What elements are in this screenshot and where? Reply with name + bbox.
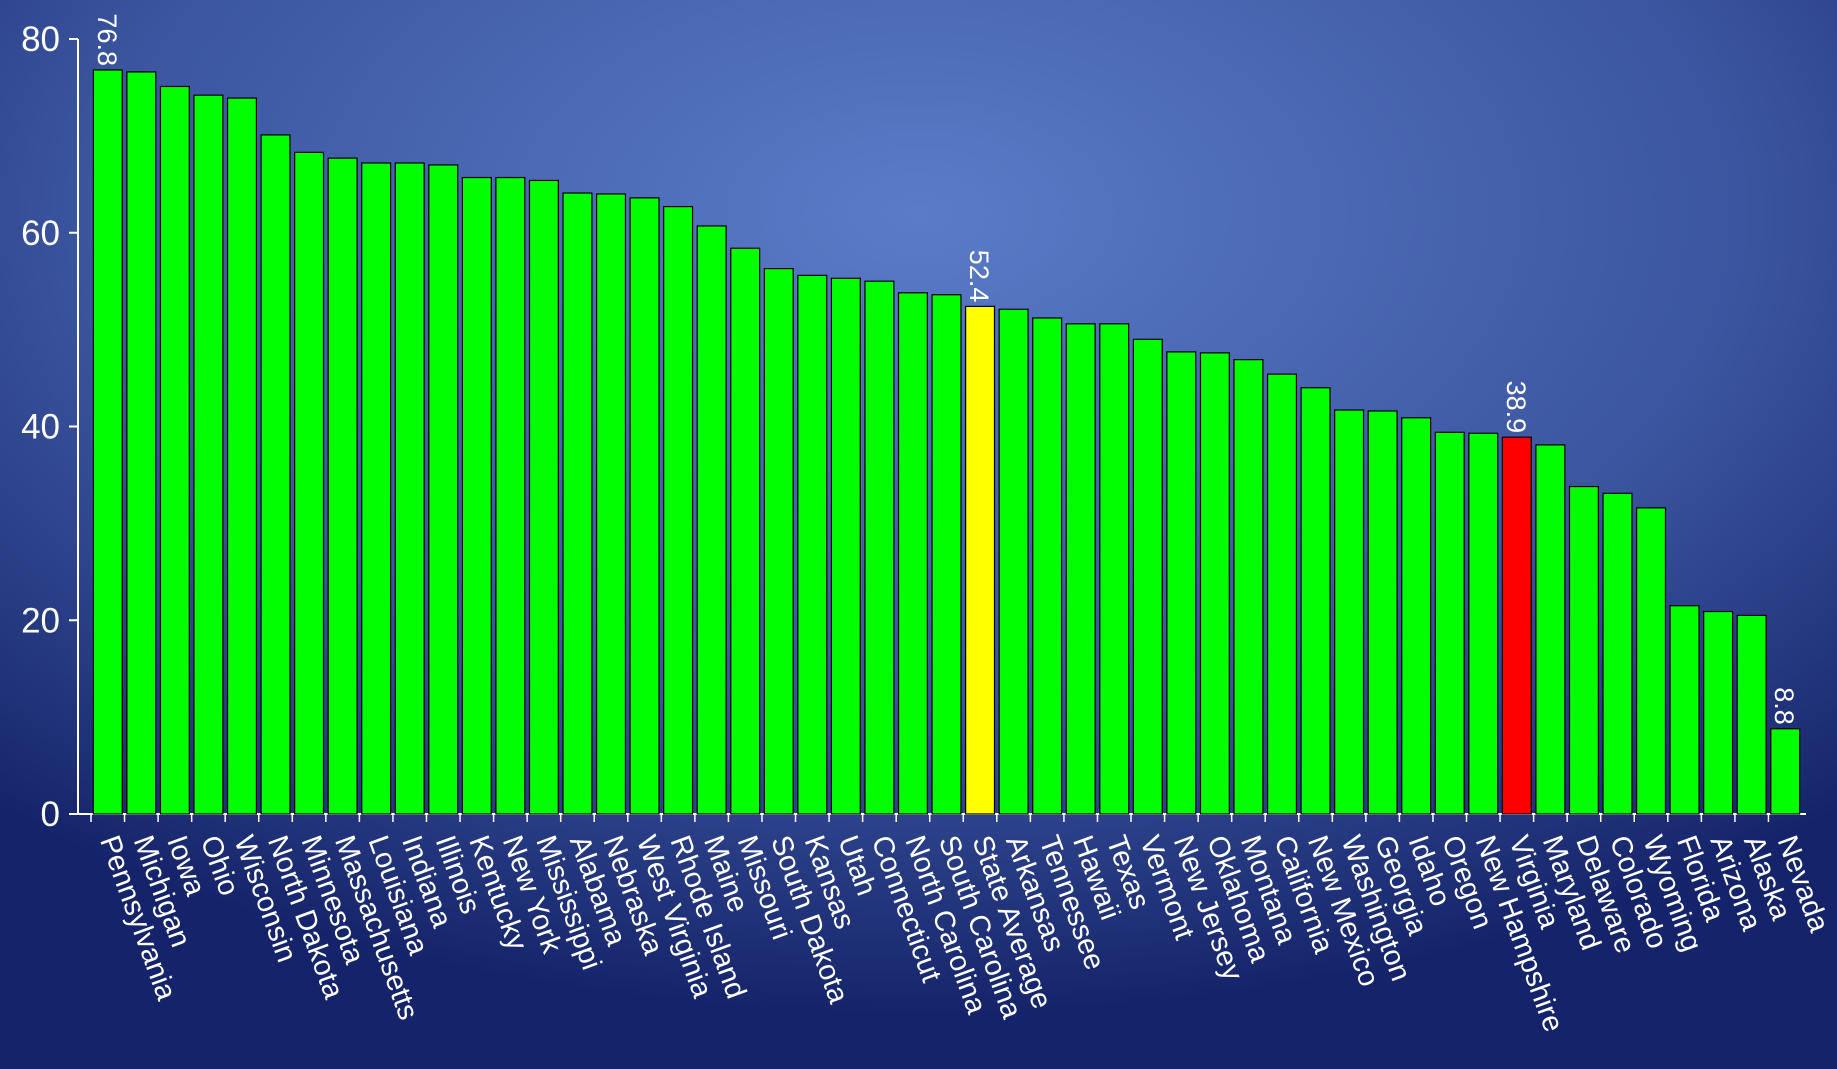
bar (965, 305, 996, 815)
bar (1334, 409, 1365, 815)
bar (1099, 323, 1130, 815)
y-tick-label: 80 (21, 20, 60, 59)
bar (1736, 614, 1767, 815)
value-label: 8.8 (1769, 687, 1799, 725)
bar (1468, 432, 1499, 815)
bar (763, 267, 794, 815)
bar (1434, 431, 1465, 815)
bar (428, 164, 459, 815)
bar (1266, 373, 1298, 815)
bar (361, 162, 392, 815)
y-tick-label: 60 (21, 214, 60, 253)
bar (1703, 610, 1734, 815)
bar (1032, 317, 1063, 815)
y-tick-label: 0 (41, 795, 60, 834)
bar (495, 176, 526, 815)
bar (1132, 338, 1163, 815)
bar (1367, 410, 1398, 815)
bar (998, 308, 1029, 815)
bar (1166, 351, 1197, 815)
bar (327, 157, 358, 815)
bar (663, 205, 694, 815)
bar (595, 193, 627, 815)
y-tick-label: 40 (21, 408, 60, 447)
bar (830, 277, 861, 815)
bar (1669, 605, 1700, 815)
bar (1199, 352, 1230, 815)
bar (193, 94, 224, 815)
bar (1535, 444, 1566, 815)
bar (1401, 417, 1432, 815)
bar (797, 274, 828, 815)
value-label: 76.8 (92, 13, 122, 66)
bar (1065, 323, 1096, 815)
bar (1636, 507, 1667, 815)
bar (730, 247, 761, 815)
bar (92, 69, 123, 815)
value-label: 52.4 (964, 250, 994, 303)
bar (1770, 728, 1801, 815)
bar (294, 151, 325, 815)
bar (1602, 492, 1633, 815)
bar (629, 197, 660, 815)
bar (897, 292, 928, 815)
bar (461, 176, 492, 815)
bar (1233, 359, 1264, 815)
bar (260, 134, 291, 815)
value-label: 38.9 (1501, 381, 1531, 434)
bar (1568, 485, 1599, 815)
bar (226, 97, 257, 815)
bar (1501, 436, 1532, 815)
bar (696, 225, 727, 815)
bar (159, 85, 190, 815)
bar (528, 179, 559, 815)
bar (1300, 387, 1331, 815)
bar (562, 192, 593, 815)
bar (864, 280, 895, 815)
bar (126, 71, 157, 815)
bar (931, 294, 962, 815)
bar (394, 162, 425, 815)
y-tick-label: 20 (21, 601, 60, 640)
